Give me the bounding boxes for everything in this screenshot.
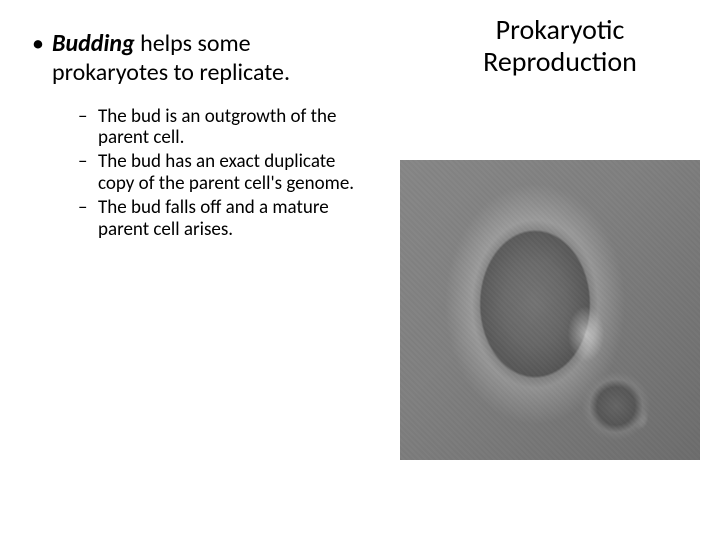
budding-cell-image — [400, 160, 700, 460]
sub-bullet-list: The bud is an outgrowth of the parent ce… — [30, 106, 370, 241]
sub-bullet-item: The bud falls off and a mature parent ce… — [82, 197, 370, 241]
content-left-column: Budding helps some prokaryotes to replic… — [30, 30, 370, 243]
sub-bullet-item: The bud has an exact duplicate copy of t… — [82, 151, 370, 195]
main-bullet-term: Budding — [52, 29, 135, 58]
sub-bullet-item: The bud is an outgrowth of the parent ce… — [82, 106, 370, 150]
slide-title: Prokaryotic Reproduction — [430, 14, 690, 78]
main-bullet: Budding helps some prokaryotes to replic… — [30, 30, 370, 88]
